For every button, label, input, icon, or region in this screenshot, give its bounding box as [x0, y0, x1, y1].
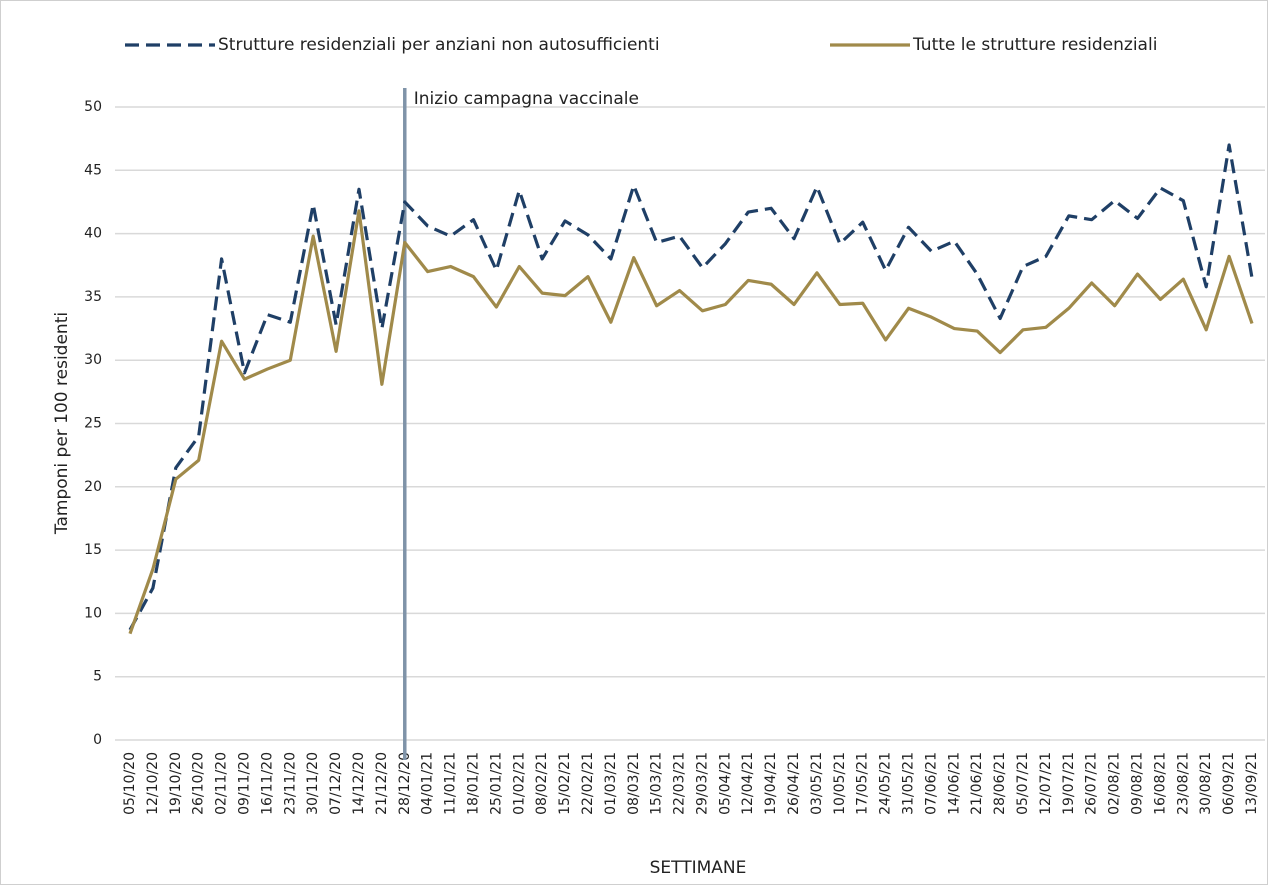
x-tick-label: 31/05/21 — [901, 752, 917, 815]
y-tick-label: 45 — [84, 162, 102, 178]
x-tick-label: 03/05/21 — [809, 752, 825, 815]
x-tick-label: 25/01/21 — [488, 752, 504, 815]
x-tick-label: 14/12/20 — [351, 752, 367, 815]
x-tick-label: 15/02/21 — [557, 752, 573, 815]
x-tick-label: 26/07/21 — [1084, 752, 1100, 815]
legend-label: Tutte le strutture residenziali — [912, 35, 1157, 55]
x-tick-label: 12/07/21 — [1038, 752, 1054, 815]
y-axis-label: Tamponi per 100 residenti — [52, 312, 72, 535]
x-axis-label: SETTIMANE — [650, 858, 747, 878]
x-tick-label: 28/12/20 — [397, 752, 413, 815]
y-tick-label: 40 — [84, 226, 102, 242]
y-tick-label: 35 — [84, 289, 102, 305]
x-tick-label: 06/09/21 — [1221, 752, 1237, 815]
x-tick-label: 24/05/21 — [878, 752, 894, 815]
x-tick-label: 05/07/21 — [1015, 752, 1031, 815]
x-tick-label: 16/11/20 — [259, 752, 275, 815]
x-tick-label: 05/10/20 — [122, 752, 138, 815]
x-tick-label: 08/02/21 — [534, 752, 550, 815]
x-tick-label: 13/09/21 — [1244, 752, 1260, 815]
y-tick-label: 0 — [93, 732, 102, 748]
x-tick-label: 10/05/21 — [832, 752, 848, 815]
x-tick-label: 22/03/21 — [672, 752, 688, 815]
x-tick-label: 02/08/21 — [1107, 752, 1123, 815]
x-tick-label: 05/04/21 — [717, 752, 733, 815]
x-tick-label: 21/12/20 — [374, 752, 390, 815]
x-tick-label: 01/03/21 — [603, 752, 619, 815]
x-tick-label: 23/08/21 — [1175, 752, 1191, 815]
x-tick-label: 15/03/21 — [649, 752, 665, 815]
x-tick-label: 28/06/21 — [992, 752, 1008, 815]
x-tick-label: 12/04/21 — [740, 752, 756, 815]
series-line — [128, 209, 1254, 635]
y-tick-label: 50 — [84, 99, 102, 115]
x-tick-label: 09/08/21 — [1130, 752, 1146, 815]
x-tick-label: 17/05/21 — [855, 752, 871, 815]
x-tick-label: 08/03/21 — [626, 752, 642, 815]
x-tick-label: 07/06/21 — [923, 752, 939, 815]
x-tick-label: 22/02/21 — [580, 752, 596, 815]
y-tick-label: 15 — [84, 542, 102, 558]
y-tick-label: 30 — [84, 352, 102, 368]
x-tick-label: 30/08/21 — [1198, 752, 1214, 815]
x-tick-label: 18/01/21 — [465, 752, 481, 815]
x-tick-label: 26/10/20 — [191, 752, 207, 815]
x-tick-label: 07/12/20 — [328, 752, 344, 815]
y-tick-label: 10 — [84, 605, 102, 621]
x-tick-label: 19/07/21 — [1061, 752, 1077, 815]
x-tick-label: 04/01/21 — [420, 752, 436, 815]
annotation-text: Inizio campagna vaccinale — [414, 89, 639, 109]
x-tick-label: 19/10/20 — [168, 752, 184, 815]
x-tick-label: 19/04/21 — [763, 752, 779, 815]
x-tick-label: 09/11/20 — [236, 752, 252, 815]
x-tick-label: 21/06/21 — [969, 752, 985, 815]
x-tick-label: 23/11/20 — [282, 752, 298, 815]
y-tick-label: 20 — [84, 479, 102, 495]
x-tick-label: 11/01/21 — [443, 752, 459, 815]
x-tick-label: 30/11/20 — [305, 752, 321, 815]
x-tick-label: 16/08/21 — [1152, 752, 1168, 815]
x-tick-label: 29/03/21 — [694, 752, 710, 815]
x-tick-label: 12/10/20 — [145, 752, 161, 815]
x-tick-label: 26/04/21 — [786, 752, 802, 815]
y-tick-label: 25 — [84, 416, 102, 432]
x-tick-label: 02/11/20 — [214, 752, 230, 815]
legend-label: Strutture residenziali per anziani non a… — [218, 35, 660, 55]
y-tick-label: 5 — [93, 669, 102, 685]
x-tick-label: 14/06/21 — [946, 752, 962, 815]
x-tick-label: 01/02/21 — [511, 752, 527, 815]
